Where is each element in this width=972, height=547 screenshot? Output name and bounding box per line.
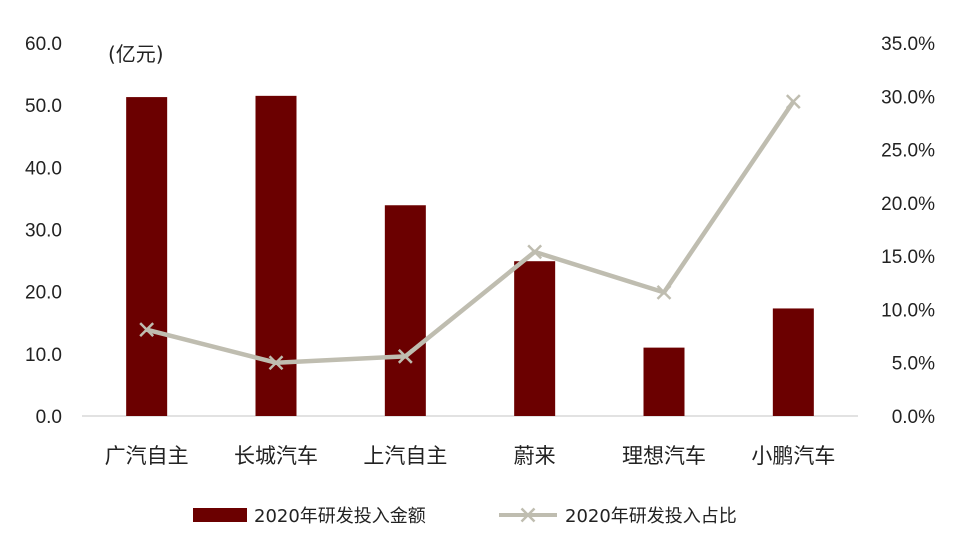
category-label: 蔚来 [514,444,556,468]
right-tick-label: 0.0% [892,407,935,428]
category-label: 小鹏汽车 [751,444,835,468]
bar [772,308,814,416]
x-marker-stroke [139,322,155,338]
x-marker [139,322,155,338]
bar [514,261,556,416]
unit-label: (亿元) [108,42,164,66]
category-label: 长城汽车 [234,444,318,468]
category-label: 上汽自主 [363,444,447,468]
bar [126,97,168,417]
left-tick-label: 60.0 [25,34,62,55]
right-tick-label: 20.0% [881,194,935,215]
x-marker [527,244,543,260]
category-label: 理想汽车 [622,444,706,468]
legend-line-marker [520,507,536,523]
bar [643,347,685,416]
legend-bar-swatch [193,508,247,522]
right-axis-ticks: 0.0% 5.0% 10.0% 15.0% 20.0% 25.0% 30.0% 35.0% [881,34,935,428]
legend-bar-label: 2020年研发投入金额 [254,506,426,527]
x-marker [520,507,536,523]
left-tick-label: 0.0 [36,407,62,428]
x-marker [785,94,801,109]
x-marker [656,284,672,300]
right-tick-label: 5.0% [892,354,935,375]
category-labels: 广汽自主 长城汽车 上汽自主 蔚来 理想汽车 小鹏汽车 [105,444,836,468]
legend-line-label: 2020年研发投入占比 [565,506,737,527]
left-tick-label: 40.0 [25,158,62,179]
left-tick-label: 10.0 [25,345,62,366]
left-tick-label: 50.0 [25,96,62,117]
left-tick-label: 30.0 [25,221,62,242]
right-tick-label: 30.0% [881,87,935,108]
x-marker-stroke [397,348,413,364]
series-line [146,100,796,365]
bar [255,95,297,416]
legend: 2020年研发投入金额 2020年研发投入占比 [193,506,737,527]
x-marker-stroke [268,355,284,371]
bar-series [126,95,814,417]
category-label: 广汽自主 [105,444,189,468]
bar [384,205,426,416]
left-axis-ticks: 0.0 10.0 20.0 30.0 40.0 50.0 60.0 [25,34,62,428]
right-tick-label: 10.0% [881,300,935,321]
x-marker [397,348,413,364]
x-marker-stroke [527,244,543,260]
right-tick-label: 15.0% [881,247,935,268]
left-tick-label: 20.0 [25,283,62,304]
right-tick-label: 35.0% [881,34,935,55]
x-marker [268,355,284,371]
x-marker-stroke [520,507,536,523]
x-marker-stroke [656,284,672,300]
x-marker-stroke [785,94,801,109]
line-series [139,94,801,371]
right-tick-label: 25.0% [881,141,935,162]
